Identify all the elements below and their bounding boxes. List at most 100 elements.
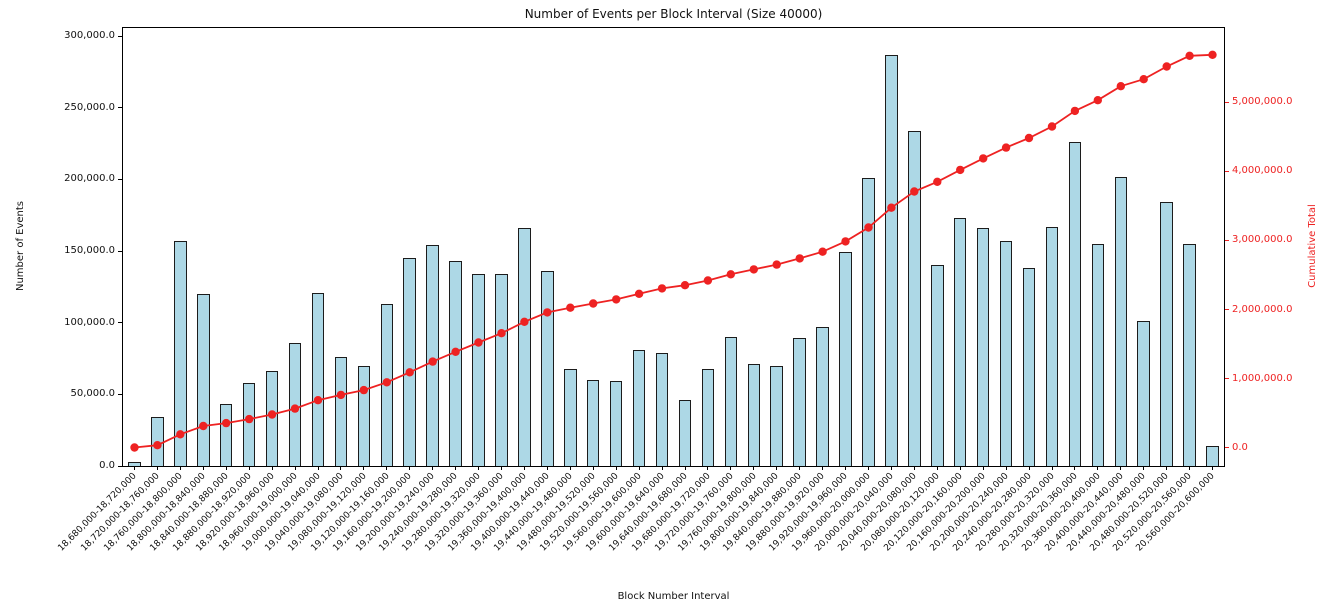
cumulative-marker — [1093, 96, 1102, 105]
y-tick-right — [1225, 101, 1229, 103]
x-tick — [271, 466, 273, 470]
bar — [770, 365, 783, 466]
bar — [449, 261, 462, 466]
bar — [816, 327, 829, 466]
x-tick — [432, 466, 434, 470]
bar — [311, 292, 325, 466]
x-tick — [546, 466, 548, 470]
cumulative-marker — [267, 410, 277, 419]
bar — [586, 380, 600, 466]
bar — [862, 177, 875, 466]
bar — [747, 364, 761, 466]
y-tick-label-right: 3,000,000.0 — [1232, 234, 1293, 246]
cumulative-marker — [199, 421, 208, 431]
bar — [265, 371, 279, 466]
bar — [1045, 226, 1059, 466]
x-tick — [523, 466, 525, 470]
cumulative-marker — [130, 443, 139, 452]
y-tick-label-right: 5,000,000.0 — [1232, 96, 1293, 108]
bar — [1206, 445, 1219, 466]
bar — [174, 241, 187, 466]
bar — [976, 228, 990, 466]
cumulative-marker — [818, 247, 827, 256]
x-tick — [1097, 466, 1099, 470]
y-tick-left — [118, 322, 122, 324]
y-tick-left — [118, 393, 122, 395]
x-tick — [569, 466, 571, 470]
x-tick — [501, 466, 502, 470]
cumulative-marker — [566, 303, 575, 312]
bar — [701, 368, 715, 466]
x-tick — [1212, 466, 1213, 470]
y-tick-label-right: 1,000,000.0 — [1232, 372, 1293, 384]
x-tick — [936, 466, 938, 470]
y-tick-right — [1225, 309, 1229, 310]
y-tick-right — [1225, 170, 1229, 172]
bar — [1137, 321, 1150, 466]
cumulative-marker — [772, 260, 781, 269]
x-tick — [845, 466, 846, 470]
cumulative-marker — [749, 265, 758, 274]
x-tick — [409, 466, 411, 470]
cumulative-marker — [979, 154, 988, 163]
y-tick-left — [118, 178, 122, 180]
bar — [1183, 243, 1196, 466]
x-tick — [799, 466, 801, 470]
y-tick-label-right: 0.0 — [1232, 441, 1248, 453]
x-tick — [248, 466, 250, 470]
bar — [793, 338, 806, 466]
bar — [541, 271, 554, 466]
cumulative-line — [134, 53, 1213, 449]
cumulative-marker — [520, 317, 529, 326]
x-tick — [478, 466, 479, 470]
cumulative-marker — [933, 177, 942, 186]
x-tick — [776, 466, 778, 470]
x-tick — [340, 466, 342, 470]
x-tick — [294, 466, 296, 470]
bar — [908, 130, 921, 466]
cumulative-marker — [657, 284, 667, 293]
bar — [426, 245, 439, 466]
y-tick-label-left: 0.0 — [99, 460, 115, 471]
x-tick — [730, 466, 732, 470]
x-tick — [1005, 466, 1007, 470]
cumulative-marker — [405, 368, 414, 377]
cumulative-marker — [589, 299, 598, 308]
bar — [632, 349, 646, 466]
cumulative-marker — [336, 390, 346, 400]
x-tick — [1189, 466, 1191, 470]
bar — [655, 352, 669, 466]
bar — [242, 382, 256, 466]
y-tick-right — [1225, 447, 1229, 449]
x-tick — [134, 466, 135, 470]
cumulative-marker — [290, 404, 300, 413]
x-tick — [317, 466, 319, 470]
cumulative-marker — [1024, 133, 1034, 143]
y-tick-left — [118, 250, 122, 252]
cumulative-marker — [359, 385, 368, 395]
x-tick — [386, 466, 388, 470]
bar — [1160, 202, 1173, 466]
cumulative-marker — [634, 289, 644, 298]
x-tick — [982, 466, 984, 470]
bar — [609, 381, 623, 466]
cumulative-marker — [176, 430, 185, 439]
bar — [724, 337, 738, 466]
plot-area: 0.0 50,000.0 100,000.0 150,000.0 200,000.0 25… — [57, 27, 1292, 554]
bar — [334, 357, 348, 466]
cumulative-marker — [543, 308, 552, 317]
y-tick-label-left: 300,000.0 — [64, 30, 115, 41]
y-tick-left — [118, 107, 122, 109]
cumulative-marker — [313, 396, 323, 405]
cumulative-marker — [451, 347, 460, 356]
cumulative-marker — [497, 329, 506, 338]
x-tick — [202, 466, 204, 470]
cumulative-marker — [1185, 51, 1194, 60]
x-tick — [661, 466, 663, 470]
cumulative-marker — [703, 276, 713, 285]
cumulative-marker — [612, 295, 621, 304]
x-tick — [615, 466, 617, 470]
bar — [953, 218, 967, 466]
cumulative-marker — [795, 254, 804, 263]
